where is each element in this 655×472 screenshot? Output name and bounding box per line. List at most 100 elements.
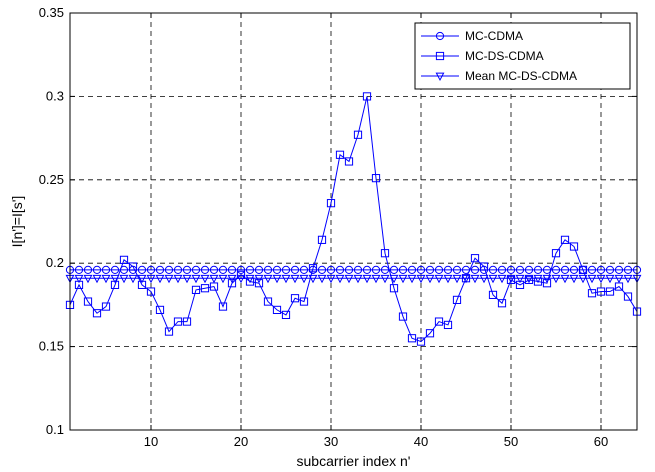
grid-lines (70, 13, 637, 430)
data-point (470, 265, 480, 274)
data-point (551, 274, 561, 284)
data-point (326, 265, 336, 274)
data-point (596, 287, 606, 296)
data-point (524, 275, 534, 284)
data-point (479, 262, 489, 271)
data-point (326, 199, 336, 208)
legend-label: Mean MC-DS-CDMA (465, 69, 577, 83)
data-point (362, 265, 372, 274)
data-point (263, 297, 273, 306)
data-point (443, 320, 453, 330)
x-tick-labels: 10 20 30 40 50 60 (144, 434, 608, 449)
data-point (128, 262, 138, 271)
data-point (353, 130, 363, 139)
x-axis-label: subcarrier index n' (297, 453, 411, 469)
data-point (227, 279, 237, 288)
data-point (227, 274, 237, 284)
data-point (416, 337, 426, 346)
data-point (389, 265, 399, 274)
legend: MC-CDMA MC-DS-CDMA Mean MC-DS-CDMA (414, 22, 631, 90)
data-point (155, 265, 165, 274)
data-point (164, 265, 174, 274)
data-point (515, 265, 525, 274)
data-point (335, 265, 345, 274)
legend-marker (435, 51, 445, 61)
data-point (245, 274, 255, 284)
data-point (344, 274, 354, 284)
data-point (560, 235, 570, 244)
y-tick-label: 0.3 (46, 88, 64, 103)
data-point (416, 265, 426, 274)
data-point (434, 317, 444, 326)
x-tick-label: 10 (144, 434, 158, 449)
data-point (254, 274, 264, 284)
data-point (605, 274, 615, 284)
data-point (173, 265, 183, 274)
data-point (560, 265, 570, 274)
data-point (182, 317, 192, 326)
data-point (191, 274, 201, 284)
data-point (281, 310, 291, 320)
data-point (353, 274, 363, 284)
data-point (191, 265, 201, 274)
x-tick-label: 20 (234, 434, 248, 449)
data-point (371, 265, 381, 274)
data-point (92, 274, 102, 284)
data-point (227, 265, 237, 274)
data-point (101, 265, 111, 274)
data-point (92, 309, 102, 318)
data-point (614, 274, 624, 284)
data-point (110, 265, 120, 274)
data-point (380, 265, 390, 274)
y-axis-label: I[n']=I[s'] (9, 196, 25, 248)
data-point (263, 265, 273, 274)
data-point (533, 265, 543, 274)
data-point (596, 265, 606, 274)
data-point (335, 274, 345, 284)
data-point (623, 265, 633, 274)
data-point (533, 274, 543, 284)
data-point (425, 274, 435, 284)
plot-frame (69, 12, 638, 431)
data-point (173, 317, 183, 326)
data-point (551, 265, 561, 274)
x-tick-label: 40 (414, 434, 428, 449)
data-point (407, 265, 417, 274)
data-point (398, 274, 408, 284)
data-point (470, 254, 480, 263)
data-point (425, 265, 435, 274)
data-point (443, 274, 453, 284)
data-point (524, 274, 534, 284)
data-point (578, 274, 588, 284)
data-point (209, 274, 219, 284)
y-tick-label: 0.2 (46, 255, 64, 270)
data-point (164, 327, 174, 336)
data-point (524, 265, 534, 274)
data-point (587, 289, 597, 298)
data-point (83, 297, 93, 306)
data-point (497, 274, 507, 284)
data-point (578, 265, 588, 274)
data-point (596, 274, 606, 284)
data-point (200, 284, 210, 293)
data-point (470, 274, 480, 284)
data-point (416, 274, 426, 284)
data-point (605, 265, 615, 274)
data-point (191, 285, 201, 294)
data-point (83, 274, 93, 284)
data-point (299, 265, 309, 274)
data-point (218, 265, 228, 274)
data-point (461, 274, 471, 284)
data-point (344, 157, 354, 166)
data-point (380, 274, 390, 284)
data-point (452, 295, 462, 304)
data-point (254, 279, 264, 288)
data-point (263, 274, 273, 284)
data-point (245, 265, 255, 274)
data-point (353, 265, 363, 274)
data-point (506, 274, 516, 284)
data-point (200, 265, 210, 274)
data-point (371, 274, 381, 284)
data-point (389, 274, 399, 284)
